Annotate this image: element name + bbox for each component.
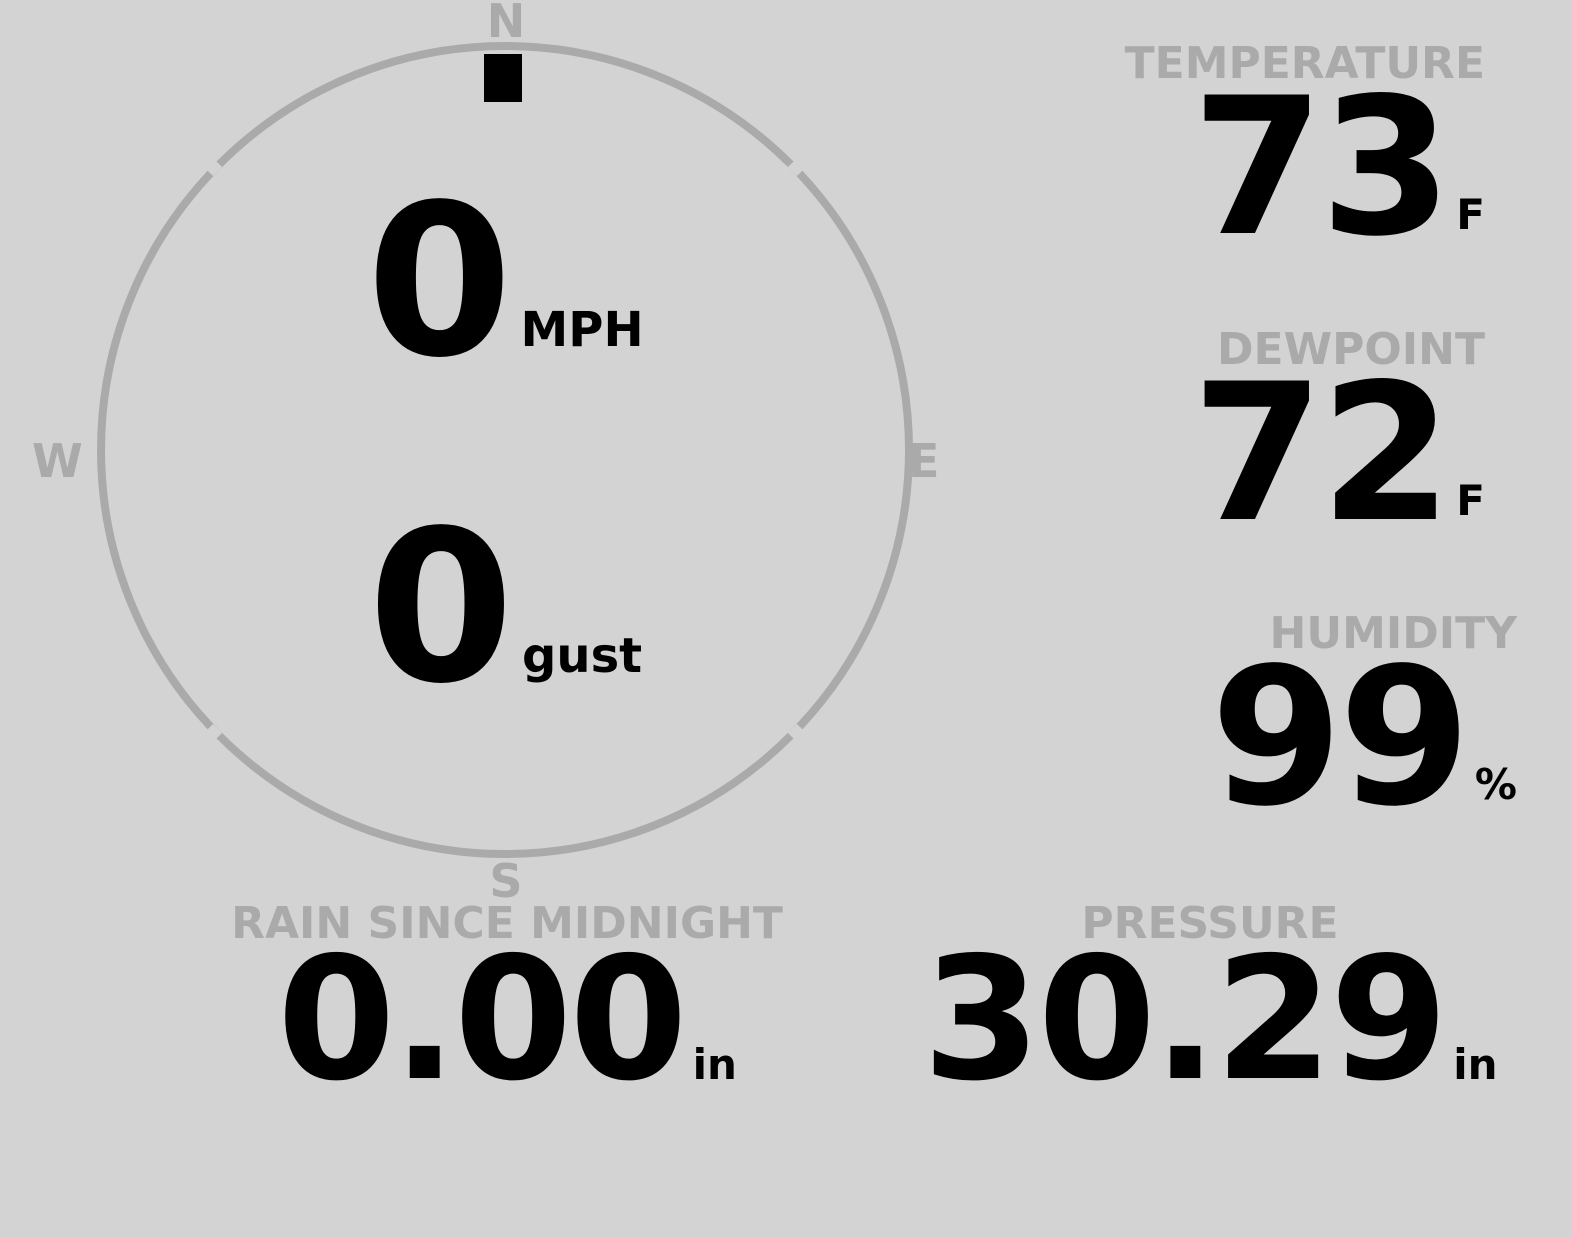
wind-speed-unit: MPH bbox=[520, 302, 644, 359]
wind-speed-row: 0 MPH bbox=[366, 159, 644, 404]
compass-tick-marks bbox=[206, 160, 804, 740]
compass-dial-graphic bbox=[97, 42, 913, 858]
wind-gust-readout: 0 gust bbox=[0, 485, 1010, 730]
humidity-label: HUMIDITY bbox=[1269, 608, 1517, 659]
wind-gust-row: 0 gust bbox=[367, 485, 643, 730]
compass-label-south: S bbox=[489, 854, 523, 908]
wind-direction-marker bbox=[484, 54, 522, 102]
humidity-value: 99 bbox=[1210, 627, 1471, 848]
wind-gust-value: 0 bbox=[367, 485, 514, 730]
dewpoint-label: DEWPOINT bbox=[1217, 324, 1485, 375]
rain-value: 0.00 bbox=[277, 921, 687, 1119]
temperature-unit: F bbox=[1456, 189, 1485, 239]
pressure-value: 30.29 bbox=[922, 921, 1448, 1119]
wind-compass: N E S W 0 MPH 0 gust bbox=[0, 0, 1010, 910]
dewpoint-unit: F bbox=[1456, 475, 1485, 525]
compass-tick-se bbox=[787, 723, 804, 740]
humidity-value-row: 99 % bbox=[1210, 627, 1518, 848]
pressure-unit: in bbox=[1453, 1039, 1498, 1089]
rain-value-row: 0.00 in bbox=[182, 921, 832, 1119]
rain-label: RAIN SINCE MIDNIGHT bbox=[231, 898, 783, 949]
humidity-panel: HUMIDITY 99 % bbox=[1210, 608, 1518, 848]
dewpoint-panel: DEWPOINT 72 F bbox=[1191, 324, 1485, 564]
wind-gust-unit: gust bbox=[522, 628, 643, 685]
dewpoint-value-row: 72 F bbox=[1191, 343, 1485, 564]
temperature-value: 73 bbox=[1191, 57, 1452, 278]
compass-tick-nw bbox=[206, 160, 223, 177]
compass-label-north: N bbox=[486, 0, 526, 48]
rain-unit: in bbox=[692, 1039, 737, 1089]
pressure-panel: PRESSURE 30.29 in bbox=[880, 898, 1540, 1119]
compass-label-west: W bbox=[32, 434, 83, 488]
compass-tick-sw bbox=[206, 723, 223, 740]
compass-ring bbox=[97, 42, 913, 858]
compass-tick-ne bbox=[787, 160, 804, 177]
wind-speed-value: 0 bbox=[366, 159, 512, 404]
pressure-value-row: 30.29 in bbox=[880, 921, 1540, 1119]
temperature-label: TEMPERATURE bbox=[1124, 38, 1485, 89]
wind-direction-marker-block bbox=[484, 54, 522, 102]
dewpoint-value: 72 bbox=[1191, 343, 1452, 564]
rain-panel: RAIN SINCE MIDNIGHT 0.00 in bbox=[182, 898, 832, 1119]
temperature-panel: TEMPERATURE 73 F bbox=[1124, 38, 1485, 278]
wind-speed-readout: 0 MPH bbox=[0, 159, 1010, 404]
temperature-value-row: 73 F bbox=[1125, 57, 1485, 278]
compass-label-east: E bbox=[908, 434, 940, 488]
humidity-unit: % bbox=[1474, 759, 1517, 809]
pressure-label: PRESSURE bbox=[1081, 898, 1339, 949]
